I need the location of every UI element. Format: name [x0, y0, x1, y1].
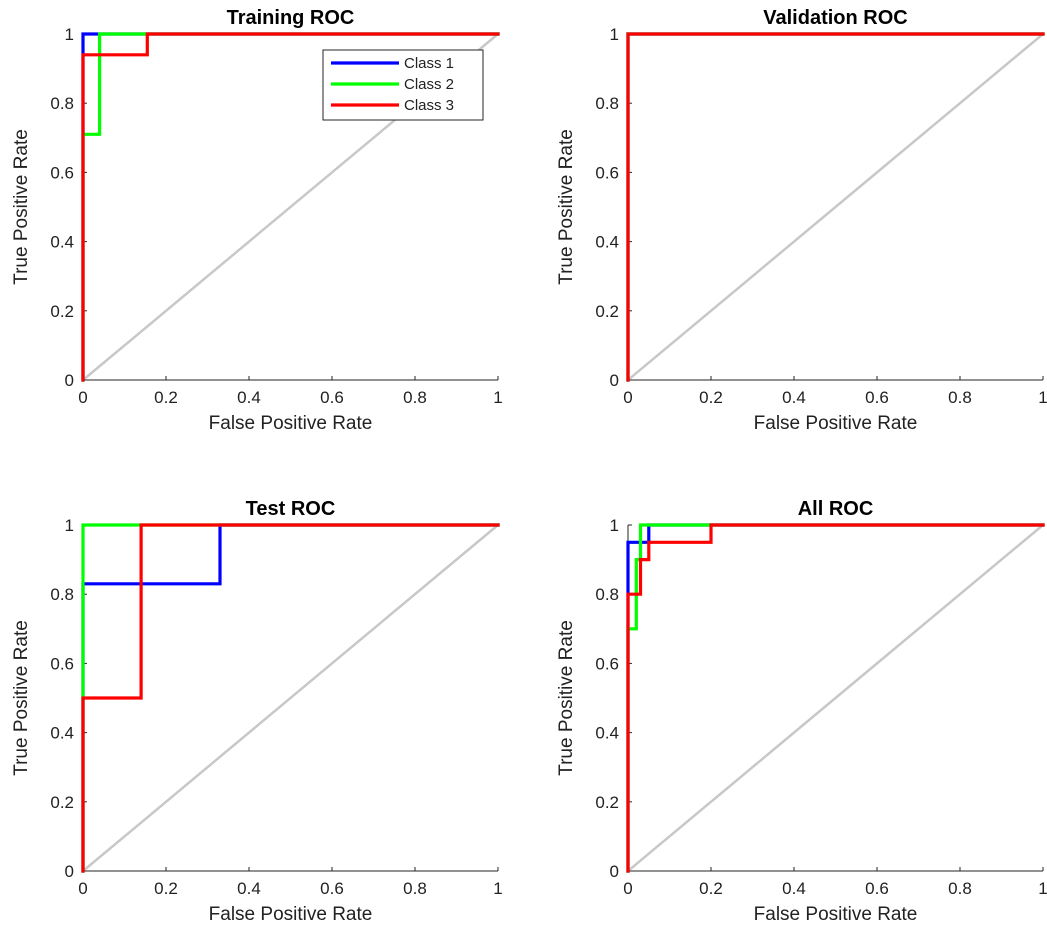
x-tick-label: 1 — [1038, 388, 1047, 407]
y-tick-label: 0.2 — [50, 302, 74, 321]
chart-panel-1: 0 0.2 0.4 0.6 0.8 1 0 0.2 0.4 0.6 0.8 1 Training ROC… — [11, 7, 503, 434]
y-axis-label: True Positive Rate — [556, 129, 577, 285]
y-tick-label: 0.8 — [595, 585, 619, 604]
legend-label-class-3: Class 3 — [404, 97, 454, 114]
diagonal-reference-line — [82, 524, 499, 872]
y-tick-label: 0.2 — [50, 793, 74, 812]
y-axis-label: True Positive Rate — [11, 129, 32, 285]
y-tick-label: 1 — [65, 516, 74, 535]
chart-title: Training ROC — [227, 7, 355, 29]
x-tick-label: 0.8 — [948, 388, 972, 407]
x-tick-label: 0 — [623, 879, 632, 898]
x-tick-label: 0.4 — [237, 388, 261, 407]
y-tick-label: 0.4 — [595, 233, 619, 252]
x-tick-label: 0.4 — [237, 879, 261, 898]
x-tick-label: 0.6 — [865, 388, 889, 407]
x-tick-label: 0.2 — [699, 388, 723, 407]
x-tick-label: 0.6 — [320, 388, 344, 407]
x-tick-label: 0 — [623, 388, 632, 407]
y-tick-label: 0 — [65, 862, 74, 881]
y-axis-label: True Positive Rate — [556, 620, 577, 776]
y-tick-label: 0.6 — [50, 163, 74, 182]
chart-title: Validation ROC — [763, 7, 907, 29]
x-tick-label: 0 — [78, 879, 87, 898]
y-tick-label: 0 — [610, 371, 619, 390]
roc-curve-class-3 — [626, 32, 1045, 382]
y-tick-label: 1 — [610, 25, 619, 44]
x-axis-label: False Positive Rate — [754, 413, 918, 434]
legend: Class 1 Class 2 Class 3 — [322, 49, 484, 121]
y-tick-label: 0 — [610, 862, 619, 881]
roc-curve-class-3 — [81, 32, 500, 382]
y-tick-label: 0.4 — [595, 724, 619, 743]
x-tick-label: 0.8 — [403, 388, 427, 407]
x-axis-label: False Positive Rate — [754, 904, 918, 925]
y-axis-label: True Positive Rate — [11, 620, 32, 776]
y-tick-label: 0.6 — [595, 654, 619, 673]
x-axis-label: False Positive Rate — [209, 904, 373, 925]
x-tick-label: 0.4 — [782, 879, 806, 898]
x-tick-label: 1 — [493, 879, 502, 898]
y-tick-label: 0.2 — [595, 302, 619, 321]
x-tick-label: 1 — [1038, 879, 1047, 898]
legend-label-class-1: Class 1 — [404, 55, 454, 72]
legend-label-class-2: Class 2 — [404, 76, 454, 93]
x-tick-label: 0.4 — [782, 388, 806, 407]
y-tick-label: 0.6 — [595, 163, 619, 182]
y-tick-label: 0.2 — [595, 793, 619, 812]
roc-curve-class-3 — [626, 523, 1045, 873]
chart-panel-4: 0 0.2 0.4 0.6 0.8 1 0 0.2 0.4 0.6 0.8 1 All ROC False… — [556, 498, 1047, 925]
diagonal-reference-line — [627, 33, 1044, 381]
x-tick-label: 0.6 — [865, 879, 889, 898]
x-tick-label: 0.2 — [154, 388, 178, 407]
y-tick-label: 1 — [65, 25, 74, 44]
chart-panel-2: 0 0.2 0.4 0.6 0.8 1 0 0.2 0.4 0.6 0.8 1 Validation R… — [556, 7, 1047, 434]
x-tick-label: 0.8 — [948, 879, 972, 898]
y-tick-label: 0.6 — [50, 654, 74, 673]
x-axis-label: False Positive Rate — [209, 413, 373, 434]
y-tick-label: 1 — [610, 516, 619, 535]
chart-title: All ROC — [798, 498, 874, 520]
x-tick-label: 1 — [493, 388, 502, 407]
x-tick-label: 0.6 — [320, 879, 344, 898]
roc-curve-class-3 — [81, 523, 500, 873]
chart-panel-3: 0 0.2 0.4 0.6 0.8 1 0 0.2 0.4 0.6 0.8 1 Test ROC Fals… — [11, 498, 503, 925]
y-tick-label: 0.8 — [50, 585, 74, 604]
x-tick-label: 0.8 — [403, 879, 427, 898]
x-tick-label: 0 — [78, 388, 87, 407]
x-tick-label: 0.2 — [154, 879, 178, 898]
y-tick-label: 0 — [65, 371, 74, 390]
diagonal-reference-line — [627, 524, 1044, 872]
chart-title: Test ROC — [246, 498, 336, 520]
y-tick-label: 0.8 — [50, 94, 74, 113]
y-tick-label: 0.4 — [50, 724, 74, 743]
x-tick-label: 0.2 — [699, 879, 723, 898]
y-tick-label: 0.4 — [50, 233, 74, 252]
y-tick-label: 0.8 — [595, 94, 619, 113]
